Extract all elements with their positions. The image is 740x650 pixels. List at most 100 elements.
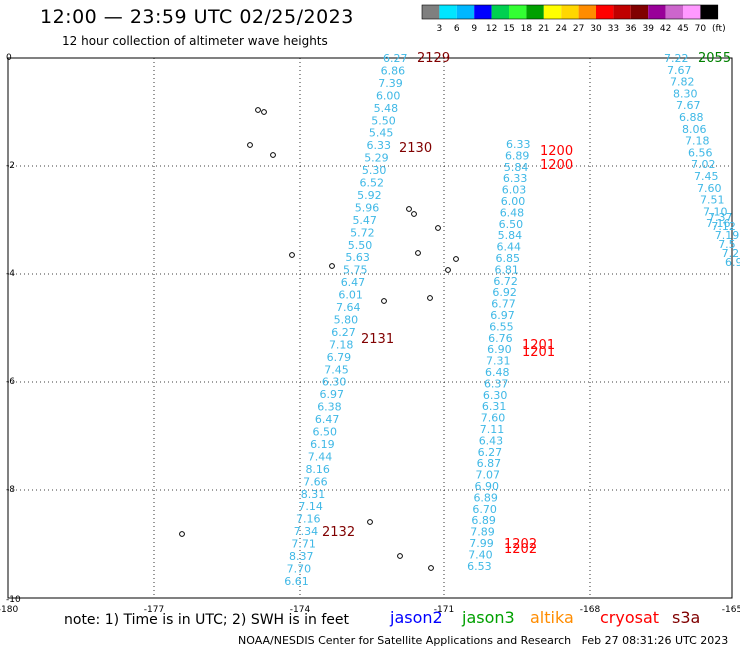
island-outline <box>329 263 335 269</box>
colorbar-tick-label: 24 <box>555 24 567 34</box>
latitude-tick-label: -6 <box>6 377 15 387</box>
wave-height-value: 7.37 <box>708 211 733 224</box>
footer-agency: NOAA/NESDIS Center for Satellite Applica… <box>238 634 572 647</box>
wave-height-value: 6.30 <box>322 376 347 389</box>
wave-height-value: 7.60 <box>697 182 722 195</box>
wave-height-value: 6.87 <box>477 457 502 470</box>
wave-height-value: 5.63 <box>345 251 370 264</box>
colorbar-tick-label: 3 <box>437 24 443 34</box>
colorbar-swatch <box>613 5 631 19</box>
wave-height-value: 6.27 <box>383 52 408 65</box>
colorbar-swatch <box>422 5 440 19</box>
wave-height-value: 5.92 <box>357 189 382 202</box>
island-outline <box>435 225 441 231</box>
colorbar-tick-label: 45 <box>677 24 688 34</box>
wave-height-value: 6.92 <box>492 286 516 299</box>
longitude-tick-label: -174 <box>290 605 311 615</box>
wave-height-value: 6.9 <box>725 256 740 269</box>
wave-height-value: 8.37 <box>289 550 314 563</box>
pass-time-label: 1201 <box>522 338 555 353</box>
colorbar-swatch <box>474 5 492 19</box>
wave-height-value: 7.64 <box>336 301 361 314</box>
wave-height-value: 7.18 <box>329 338 354 351</box>
latitude-tick-label: -8 <box>6 485 15 495</box>
wave-height-value: 7.40 <box>468 548 493 561</box>
latitude-tick-label: -2 <box>6 161 15 171</box>
wave-height-value: 5.30 <box>362 164 387 177</box>
wave-height-value: 6.97 <box>490 309 515 322</box>
legend-cryosat: cryosat <box>600 608 660 627</box>
island-outline <box>397 553 403 559</box>
island-outline <box>427 295 433 301</box>
wave-height-value: 6.33 <box>506 138 531 151</box>
wave-height-value: 5.48 <box>374 102 399 115</box>
colorbar-tick-label: 12 <box>486 24 497 34</box>
wave-height-value: 6.70 <box>472 503 497 516</box>
pass-time-label: 1201 <box>522 345 555 360</box>
wave-height-value: 6.89 <box>505 149 530 162</box>
wave-height-value: 6.31 <box>482 400 507 413</box>
wave-height-value: 6.56 <box>688 146 713 159</box>
wave-height-value: 6.33 <box>367 139 392 152</box>
island-outline <box>406 206 412 212</box>
wave-height-value: 5.84 <box>504 161 529 174</box>
pass-time-label: 2130 <box>399 141 432 156</box>
wave-height-value: 7.02 <box>691 158 716 171</box>
footer-timestamp: Feb 27 08:31:26 UTC 2023 <box>581 634 729 647</box>
colorbar-swatch <box>648 5 666 19</box>
wave-height-value: 6.90 <box>475 480 500 493</box>
island-outline <box>453 256 459 262</box>
colorbar-tick-label: 21 <box>538 24 549 34</box>
colorbar-swatch <box>700 5 718 19</box>
wave-height-value: 7.70 <box>287 562 312 575</box>
footnote: note: 1) Time is in UTC; 2) SWH is in fe… <box>64 612 350 628</box>
wave-height-value: 6.85 <box>496 252 521 265</box>
wave-height-value: 7.14 <box>298 500 323 513</box>
wave-height-value: 6.03 <box>502 184 527 197</box>
colorbar-tick-label: 27 <box>573 24 584 34</box>
colorbar-swatch <box>665 5 683 19</box>
colorbar-swatch <box>578 5 596 19</box>
wave-height-value: 8.31 <box>301 488 326 501</box>
wave-height-value: 7.99 <box>469 537 494 550</box>
legend-s3a: s3a <box>672 608 701 627</box>
colorbar-swatch <box>526 5 544 19</box>
wave-height-value: 6.00 <box>376 89 401 102</box>
wave-height-value: 5.96 <box>355 201 380 214</box>
pass-time-label: 1200 <box>540 158 573 173</box>
colorbar-swatch <box>543 5 562 19</box>
wave-height-value: 5.50 <box>371 114 396 127</box>
wave-height-value: 6.00 <box>501 195 526 208</box>
wave-height-value: 7.22 <box>664 52 689 65</box>
latitude-tick-label: 0 <box>6 53 12 63</box>
longitude-tick-label: -168 <box>580 605 601 615</box>
colorbar-unit: (ft) <box>712 24 726 34</box>
wave-height-value: 6.27 <box>331 326 356 339</box>
wave-height-value: 7.16 <box>706 217 731 230</box>
wave-height-value: 5.80 <box>334 313 359 326</box>
wave-height-value: 6.53 <box>467 560 492 573</box>
wave-height-value: 5.84 <box>498 229 522 242</box>
wave-height-value: 6.33 <box>503 172 527 185</box>
island-outline <box>428 565 434 571</box>
wave-height-value: 6.76 <box>488 332 513 345</box>
wave-height-value: 7.16 <box>296 513 321 526</box>
legend-jason2: jason2 <box>390 608 443 627</box>
wave-height-value: 5.75 <box>343 264 368 277</box>
colorbar-tick-label: 39 <box>642 24 654 34</box>
island-outline <box>270 152 276 158</box>
island-outline <box>381 298 387 304</box>
wave-height-value: 5.50 <box>348 239 373 252</box>
wave-height-value: 6.48 <box>500 206 525 219</box>
wave-height-value: 6.19 <box>310 438 335 451</box>
wave-height-value: 7.67 <box>667 64 692 77</box>
colorbar-swatch <box>439 5 457 19</box>
colorbar-tick-label: 18 <box>521 24 533 34</box>
island-outline <box>445 267 451 273</box>
wave-height-value: 7.51 <box>700 194 725 207</box>
colorbar-tick-label: 15 <box>503 24 514 34</box>
colorbar-tick-label: 9 <box>471 24 477 34</box>
colorbar-swatch <box>683 5 701 19</box>
pass-time-label: 2131 <box>361 332 394 347</box>
